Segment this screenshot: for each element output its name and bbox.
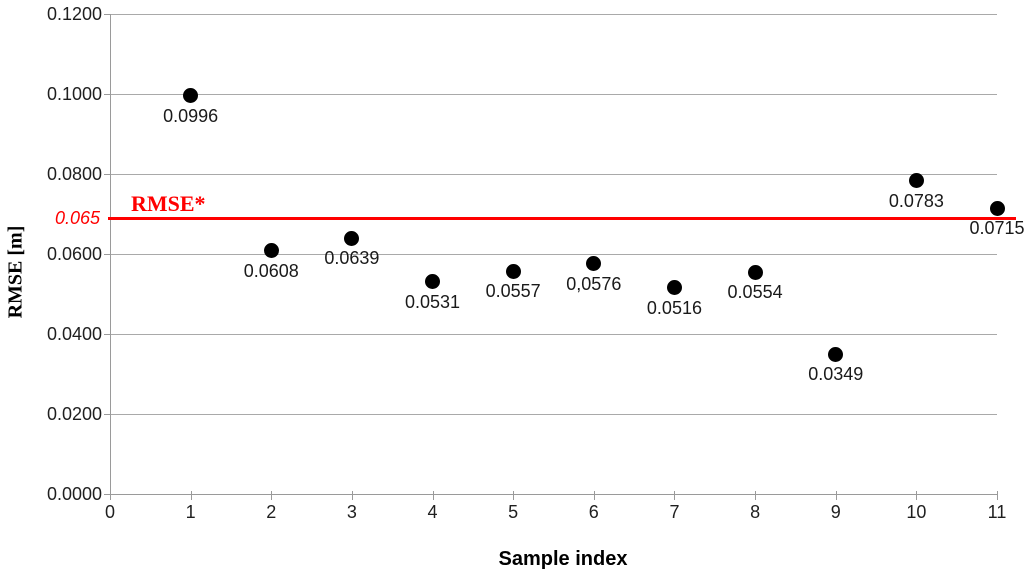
x-tick-label: 10: [906, 502, 927, 522]
y-tick-label: 0.0000: [46, 484, 102, 504]
data-point: [425, 274, 441, 290]
gridline: [110, 13, 997, 15]
data-point: [183, 88, 199, 104]
y-tick-label: 0.0800: [46, 164, 102, 184]
y-axis-tick: [104, 413, 111, 415]
y-axis-tick: [104, 173, 111, 175]
x-axis-tick: [755, 491, 757, 500]
y-axis-tick: [104, 93, 111, 95]
x-tick-label: 9: [830, 502, 841, 522]
gridline: [110, 253, 997, 255]
y-tick-label: 0.0600: [46, 244, 102, 264]
x-axis-tick: [674, 491, 676, 500]
data-point-label: 0,0576: [566, 273, 622, 294]
gridline: [110, 333, 997, 335]
data-point: [747, 264, 763, 280]
x-tick-label: 5: [508, 502, 519, 522]
gridline: [110, 93, 997, 95]
data-point-label: 0.0554: [727, 282, 783, 303]
x-tick-label: 4: [427, 502, 438, 522]
data-point: [828, 346, 844, 362]
gridline: [110, 173, 997, 175]
x-tick-label: 7: [669, 502, 680, 522]
data-point-label: 0.0996: [163, 105, 219, 126]
y-axis-tick: [104, 13, 111, 15]
gridline: [110, 413, 997, 415]
x-axis-tick: [190, 491, 192, 500]
data-point-label: 0.0715: [969, 218, 1024, 238]
x-axis-tick: [513, 491, 515, 500]
data-point-label: 0.0608: [243, 260, 299, 281]
data-point-label: 0.0349: [808, 364, 864, 385]
x-tick-label: 3: [346, 502, 357, 522]
x-axis-tick: [351, 491, 353, 500]
data-point: [586, 256, 602, 272]
x-axis-tick: [110, 491, 111, 500]
y-axis-tick: [104, 253, 111, 255]
threshold-label: RMSE*: [131, 191, 206, 216]
y-axis-tick: [104, 333, 111, 335]
x-axis-tick: [271, 491, 273, 500]
x-tick-label: 2: [266, 502, 277, 522]
x-axis-title: Sample index: [498, 548, 628, 570]
x-tick-label: 11: [987, 502, 1007, 522]
data-point-label: 0.0531: [405, 291, 461, 312]
data-point-label: 0.0783: [888, 190, 944, 211]
y-tick-label: 0.1200: [46, 4, 102, 24]
y-tick-label: 0.1000: [46, 84, 102, 104]
data-point-label: 0.0639: [324, 248, 380, 269]
data-point: [908, 173, 924, 189]
y-axis-line: [110, 14, 111, 494]
x-tick-label: 6: [588, 502, 599, 522]
data-point: [989, 200, 1005, 216]
data-point-label: 0.0516: [646, 297, 702, 318]
x-tick-label: 1: [185, 502, 196, 522]
x-tick-label: 8: [750, 502, 761, 522]
x-axis-tick: [432, 491, 434, 500]
data-point: [505, 263, 521, 279]
x-axis-tick: [997, 491, 998, 500]
y-axis-tick: [104, 493, 111, 495]
threshold-axis-label: 0.065: [54, 208, 100, 228]
data-point: [666, 280, 682, 296]
y-axis-title: RMSE [m]: [4, 225, 27, 319]
x-axis-tick: [835, 491, 837, 500]
x-axis-tick: [593, 491, 595, 500]
threshold-line: [108, 217, 1016, 220]
data-point: [263, 243, 279, 259]
data-point: [344, 230, 360, 246]
x-axis-line: [110, 494, 998, 495]
data-point-label: 0.0557: [485, 281, 541, 302]
x-axis-tick: [916, 491, 918, 500]
y-tick-label: 0.0200: [46, 404, 102, 424]
y-tick-label: 0.0400: [46, 324, 102, 344]
x-tick-label: 0: [104, 502, 115, 522]
